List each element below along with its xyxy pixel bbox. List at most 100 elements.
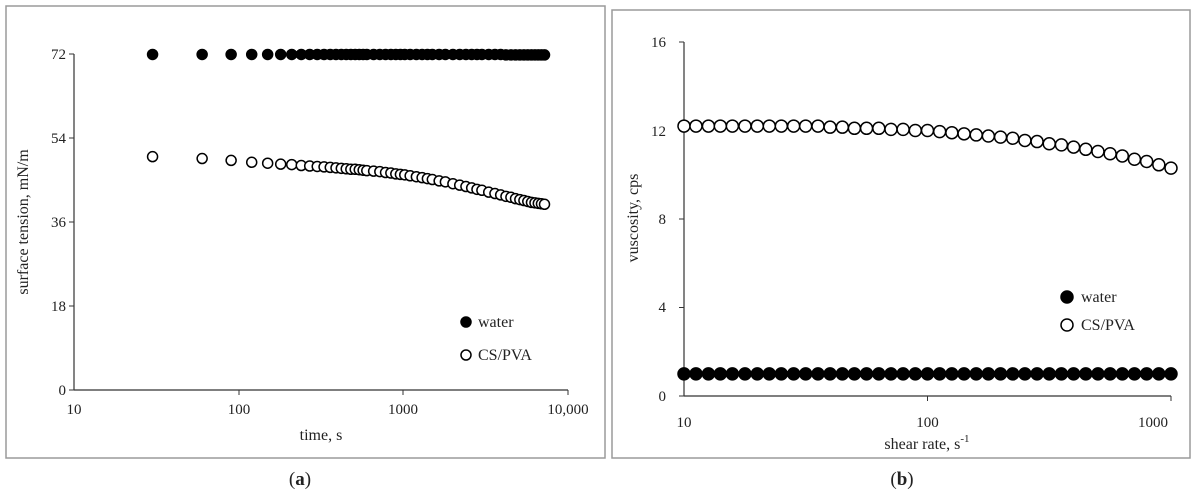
panel-a-y-ticks: 0 18 36 54 72 (51, 47, 67, 399)
panel-a-x-tick-label: 10,000 (547, 402, 588, 418)
panel-a: surface tension, mN/m 0 18 36 54 72 10 1… (5, 5, 606, 490)
panel-a-caption: (a) (289, 469, 311, 490)
panel-b-point-cspva (762, 119, 777, 133)
panel-b-x-tick-label: 100 (916, 415, 939, 431)
panel-b-frame (611, 9, 1191, 459)
panel-a-point-cspva (538, 198, 551, 211)
panel-b-legend: water CS/PVA (1060, 289, 1135, 334)
panel-b-point-water (689, 367, 703, 381)
panel-b-point-water (1127, 367, 1142, 381)
panel-b-point-water (750, 367, 765, 381)
panel-b-point-cspva (1005, 131, 1020, 145)
panel-a-point-cspva (261, 157, 274, 169)
panel-b-point-cspva (823, 120, 837, 134)
panel-b-point-cspva (1018, 133, 1032, 148)
panel-b-point-cspva (689, 119, 703, 133)
panel-a-y-tick-label: 72 (51, 47, 66, 63)
panel-b-y-axis-title: vuscosity, cps (625, 174, 642, 263)
panel-b-point-water (701, 367, 716, 381)
panel-b-point-water (1164, 367, 1178, 381)
panel-b-point-cspva (896, 122, 910, 137)
panel-b-point-water (1018, 367, 1032, 381)
panel-b-tick-marks (679, 41, 1172, 401)
panel-a-point-water (261, 48, 274, 61)
panel-a-point-water (538, 49, 551, 61)
panel-b-y-tick-label: 0 (659, 389, 667, 405)
panel-b-point-cspva (811, 119, 825, 133)
panel-b-y-tick-label: 4 (659, 300, 667, 316)
panel-b-point-cspva (713, 119, 728, 133)
panel-a-legend-marker-cspva (460, 349, 472, 361)
panel-a-legend-label-water: water (478, 314, 514, 331)
panel-a-y-tick-label: 36 (51, 215, 67, 231)
panel-b-point-water (908, 367, 923, 381)
panel-b-point-cspva (908, 123, 923, 138)
panel-a-point-water (225, 48, 237, 61)
panel-b-point-cspva (957, 127, 971, 141)
panel-b-point-water (1103, 367, 1117, 381)
panel-a-point-cspva (245, 156, 258, 169)
panel-b-point-cspva (920, 123, 935, 138)
panel-b-point-water (945, 367, 959, 381)
panel-b-y-ticks: 0 4 8 12 16 (651, 35, 667, 405)
panel-b-point-cspva (969, 128, 983, 142)
panel-b-point-water (884, 367, 898, 381)
panel-b-point-cspva (981, 129, 996, 143)
panel-b-point-cspva (701, 119, 716, 133)
panel-b-point-cspva (1042, 137, 1056, 151)
panel-a-y-tick-label: 0 (59, 383, 67, 399)
panel-b-point-cspva (993, 130, 1008, 144)
panel-b-point-water (738, 367, 752, 381)
panel-b-point-water (932, 367, 947, 381)
panel-a-point-water (285, 48, 298, 61)
panel-b-point-water (859, 367, 874, 381)
panel-a-tick-marks (69, 53, 569, 395)
panel-a-y-tick-label: 54 (51, 131, 67, 147)
panel-b-point-cspva (835, 120, 850, 134)
panel-b-legend-label-cspva: CS/PVA (1081, 317, 1135, 334)
panel-b-point-water (872, 367, 886, 381)
panel-b-point-water (1152, 367, 1166, 381)
panel-b-point-cspva (847, 121, 862, 136)
panel-b-legend-marker-cspva (1060, 318, 1074, 332)
panel-b-point-cspva (1164, 161, 1178, 175)
panel-b-point-water (713, 367, 728, 381)
panel-b-point-cspva (774, 119, 789, 133)
panel-b-point-water (1030, 367, 1044, 381)
panel-b-point-cspva (1079, 142, 1093, 157)
panel-b-point-water (823, 367, 837, 381)
panel-b-point-cspva (859, 121, 874, 136)
panel-a-point-water (146, 48, 159, 61)
panel-b-point-cspva (1054, 138, 1069, 152)
panel-b-point-cspva (1103, 146, 1117, 161)
panel-b-point-water (993, 367, 1008, 381)
panel-a-x-tick-label: 100 (228, 402, 251, 418)
panel-b-caption: (b) (890, 469, 913, 490)
panel-b-point-cspva (1066, 140, 1081, 154)
panel-b-point-cspva (1030, 134, 1044, 149)
panel-b-point-cspva (884, 122, 898, 137)
panel-b-point-water (677, 367, 691, 381)
panel-b-point-water (774, 367, 789, 381)
panel-b-point-cspva (1091, 144, 1105, 159)
panel-a-y-axis-title: surface tension, mN/m (15, 149, 32, 295)
panel-a-frame (5, 5, 606, 459)
panel-b-point-water (920, 367, 935, 381)
panel-b-point-cspva (750, 119, 765, 133)
panel-a-point-water (274, 48, 287, 61)
panel-a-legend-label-cspva: CS/PVA (478, 347, 532, 364)
panel-b-point-cspva (798, 119, 813, 133)
panel-b-point-cspva (1152, 158, 1166, 172)
panel-b-y-tick-label: 16 (651, 35, 667, 51)
panel-b-point-cspva (872, 121, 886, 136)
panel-b-x-tick-label: 10 (677, 415, 692, 431)
panel-b-point-water (1139, 367, 1154, 381)
panel-a-x-ticks: 10 100 1000 10,000 (67, 402, 589, 418)
panel-b-point-water (1066, 367, 1081, 381)
panel-b-point-cspva (1139, 154, 1154, 169)
panel-b: vuscosity, cps 0 4 8 12 16 10 100 1000 (611, 9, 1191, 490)
panel-a-point-cspva (274, 158, 287, 170)
panel-b-point-water (1115, 367, 1130, 381)
panel-b-point-water (1005, 367, 1020, 381)
